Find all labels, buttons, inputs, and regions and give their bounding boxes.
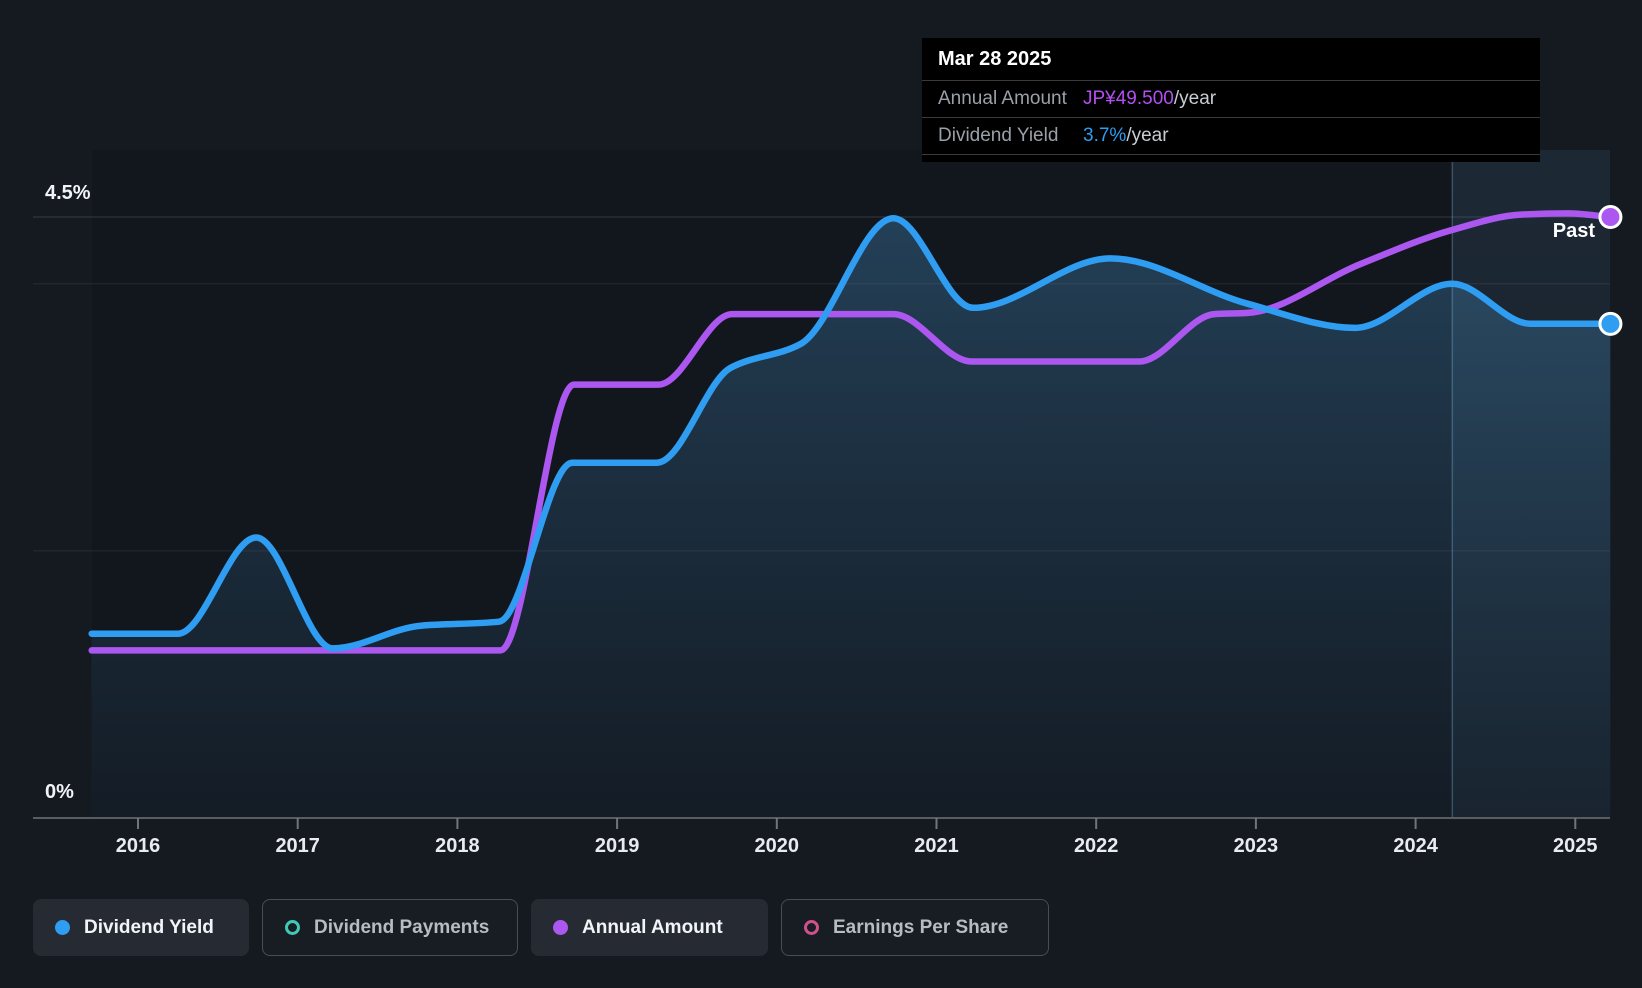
x-axis-year-label: 2017 [275,835,320,857]
x-axis-year-label: 2023 [1234,835,1279,857]
legend-dividend-yield[interactable]: Dividend Yield [33,899,249,956]
past-annotation: Past [1552,220,1595,242]
endpoint-marker-annual-amount [1598,205,1623,229]
x-axis-year-label: 2020 [755,835,800,857]
x-axis-year-label: 2018 [435,835,480,857]
y-axis-label-zero: 0% [45,781,74,803]
series-areas [91,218,1611,819]
endpoint-markers [1598,205,1623,336]
earnings-per-share-ring-icon [804,920,819,935]
dividend-yield-dot-icon [55,920,70,935]
legend-label: Annual Amount [582,916,723,938]
legend-label: Earnings Per Share [833,916,1009,938]
dividend-yield-area [91,218,1611,819]
tooltip-date: Mar 28 2025 [938,48,1052,70]
legend-label: Dividend Yield [84,916,214,938]
past-year-region [1452,150,1610,818]
chart-legend: Dividend Yield Dividend Payments Annual … [33,899,1049,956]
x-axis: 2016 2017 2018 2019 2020 2021 2022 2023 2024 2025 [33,817,1610,857]
series-lines [88,210,1614,654]
dividend-payments-ring-icon [285,920,300,935]
chart-tooltip: Mar 28 2025 Annual Amount JP¥49.500/year… [922,38,1540,162]
legend-earnings-per-share[interactable]: Earnings Per Share [781,899,1049,956]
x-axis-year-label: 2016 [116,835,161,857]
tooltip-value: JP¥49.500/year [1083,88,1216,110]
legend-label: Dividend Payments [314,916,490,938]
tooltip-value-number: 3.7% [1083,125,1127,146]
x-axis-year-label: 2024 [1393,835,1438,857]
legend-dividend-payments[interactable]: Dividend Payments [262,899,518,956]
annual-amount-dot-icon [553,920,568,935]
tooltip-value-suffix: /year [1126,125,1169,146]
tooltip-label: Annual Amount [938,88,1067,109]
tooltip-value-number: JP¥49.500 [1083,88,1174,109]
x-axis-year-label: 2022 [1074,835,1119,857]
x-axis-year-label: 2019 [595,835,640,857]
tooltip-value: 3.7%/year [1083,125,1169,147]
tooltip-value-suffix: /year [1173,88,1217,109]
tooltip-row-dividend-yield: Dividend Yield 3.7%/year [922,117,1540,155]
tooltip-row-annual-amount: Annual Amount JP¥49.500/year [922,80,1540,117]
legend-annual-amount[interactable]: Annual Amount [531,899,768,956]
series-line-dividend-yield [88,215,1614,652]
tooltip-label: Dividend Yield [938,125,1059,146]
endpoint-marker-dividend-yield [1598,311,1623,336]
x-axis-year-label: 2025 [1553,835,1598,857]
y-axis-label-max: 4.5% [45,182,91,204]
x-axis-year-label: 2021 [914,835,959,857]
